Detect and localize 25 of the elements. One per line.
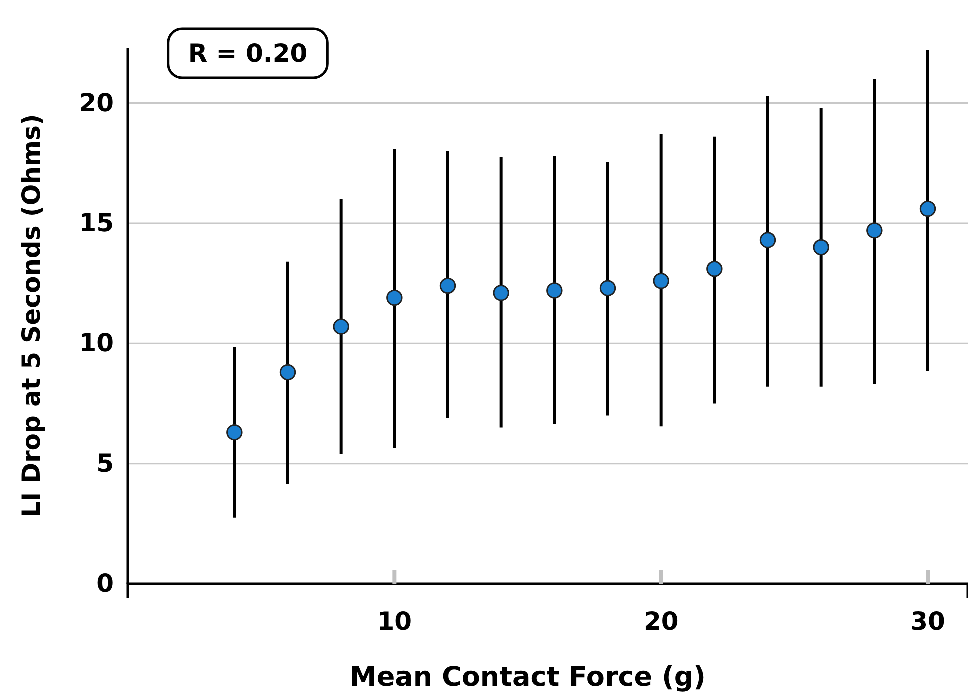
point	[600, 280, 616, 296]
y-tick-label: 20	[79, 88, 114, 118]
point	[280, 364, 296, 381]
point	[333, 318, 350, 335]
y-tick-label: 15	[79, 208, 114, 238]
x-tick-label: 20	[644, 606, 679, 636]
y-tick-label: 10	[79, 328, 114, 358]
y-tick-label: 0	[96, 569, 114, 598]
point	[920, 200, 936, 218]
point	[706, 261, 723, 278]
point	[386, 290, 403, 306]
point	[866, 222, 883, 239]
point	[760, 232, 776, 248]
annotation: R = 0.20	[188, 39, 308, 68]
point	[226, 424, 243, 441]
x-axis-title: Mean Contact Force (g)	[350, 662, 706, 693]
point	[440, 278, 456, 294]
x-tick-label: 10	[377, 606, 412, 636]
point	[546, 282, 563, 299]
y-tick-label: 5	[96, 448, 114, 478]
point	[493, 285, 510, 302]
point	[653, 273, 670, 290]
point	[813, 239, 830, 256]
x-tick-label: 30	[910, 606, 946, 636]
y-axis-title: LI Drop at 5 Seconds (Ohms)	[17, 114, 46, 518]
